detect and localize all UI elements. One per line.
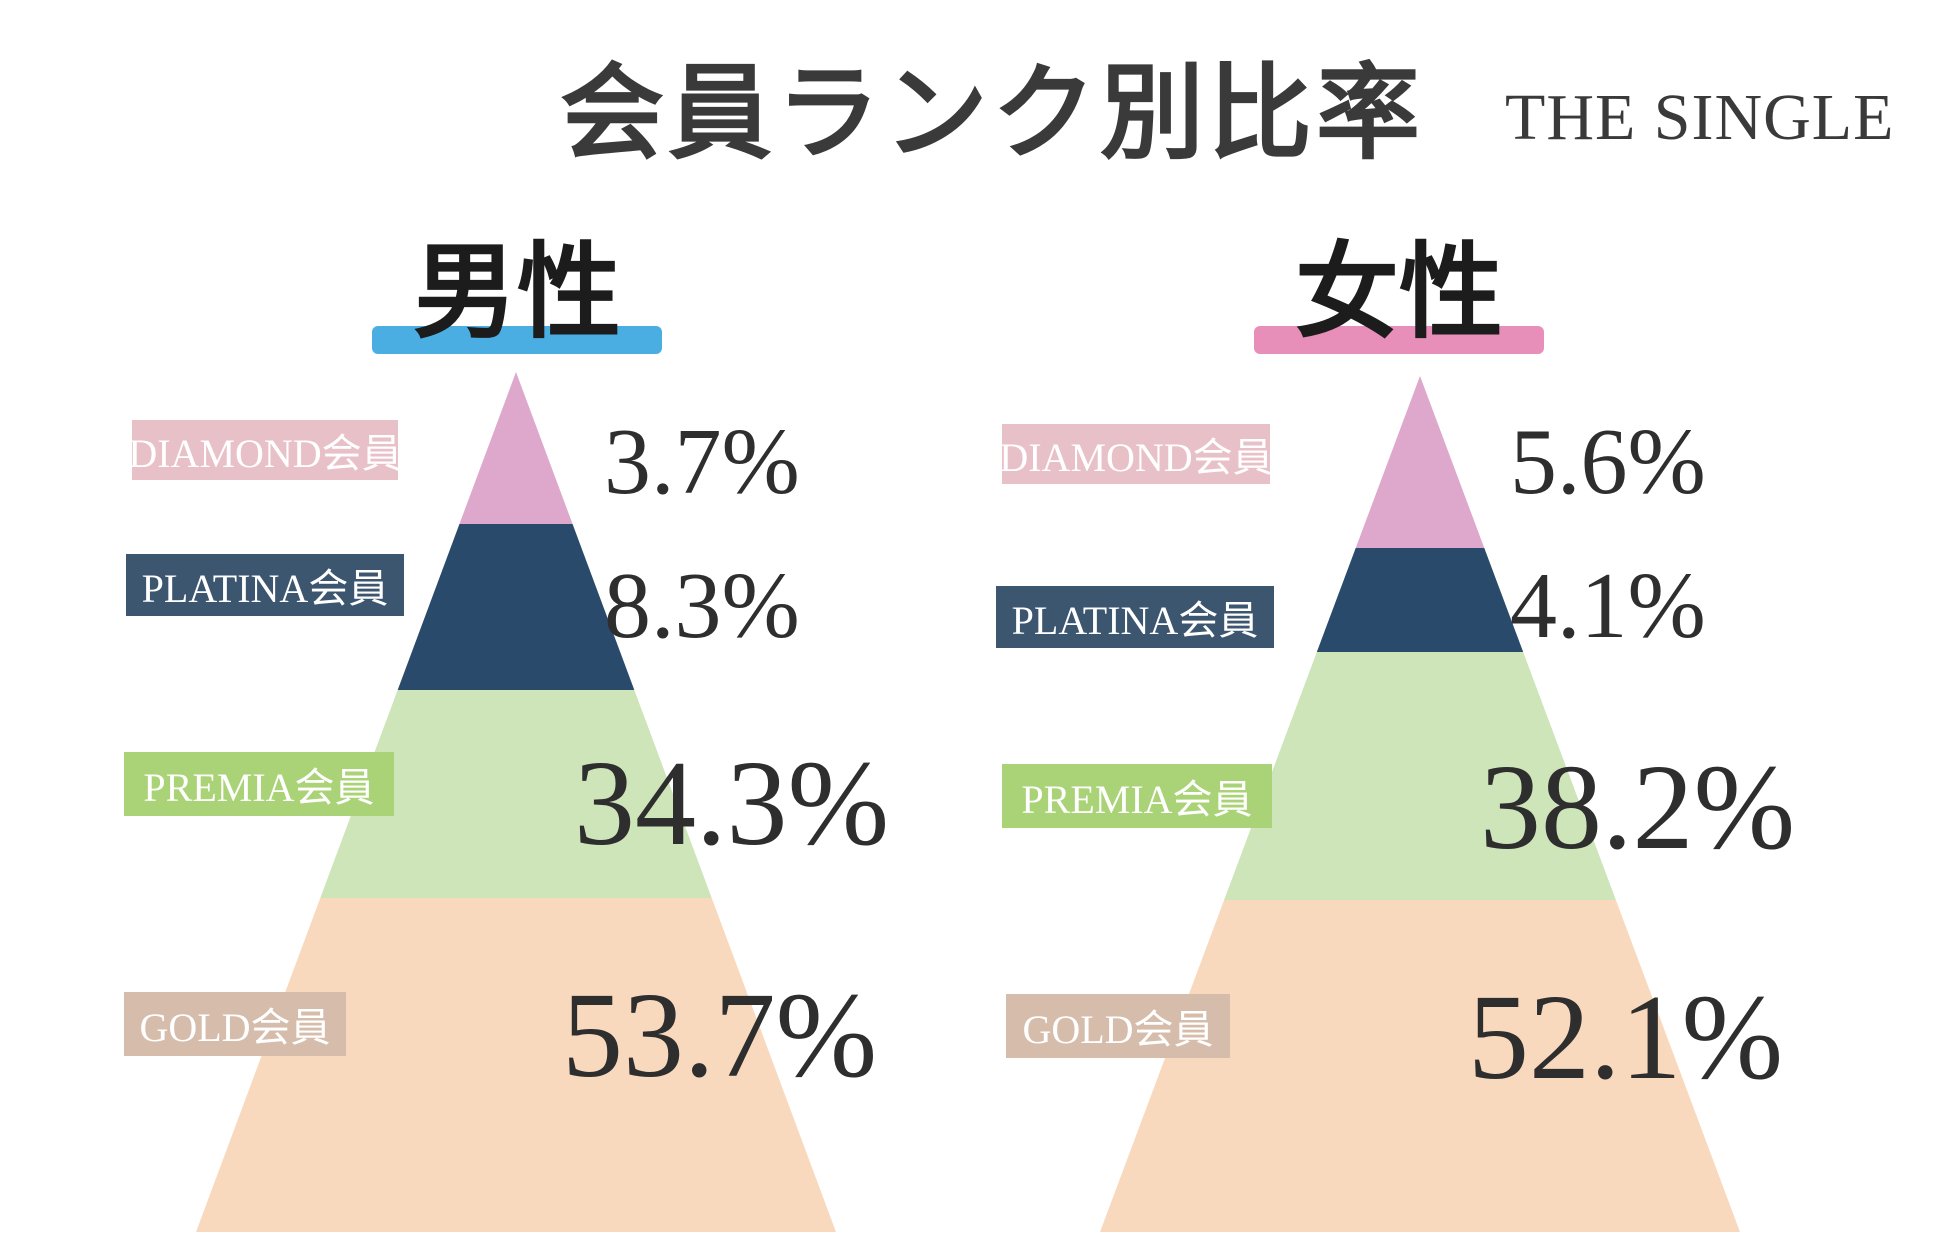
female-pct-platina: 4.1% xyxy=(1510,554,1706,658)
female-segment-platina xyxy=(1316,548,1524,652)
female-accent-bar xyxy=(1254,326,1544,354)
male-segment-premia xyxy=(320,690,712,898)
female-pct-diamond: 5.6% xyxy=(1510,410,1706,514)
female-title: 女性 xyxy=(1294,230,1503,353)
male-pct-platina: 8.3% xyxy=(604,554,800,658)
male-pct-gold: 53.7% xyxy=(562,968,878,1103)
male-label-gold: GOLD会員 xyxy=(124,992,346,1056)
brand-logo: THE SINGLE xyxy=(1505,81,1895,154)
female-label-platina: PLATINA会員 xyxy=(996,586,1274,648)
female-pct-gold: 52.1% xyxy=(1468,970,1784,1105)
male-label-premia: PREMIA会員 xyxy=(124,752,394,816)
male-label-diamond: DIAMOND会員 xyxy=(128,420,402,480)
female-segment-gold xyxy=(1100,900,1740,1232)
male-title: 男性 xyxy=(412,230,621,353)
male-segment-diamond xyxy=(459,372,573,524)
female-label-diamond: DIAMOND会員 xyxy=(999,424,1273,484)
female-segment-diamond xyxy=(1355,376,1485,548)
female-label-premia: PREMIA会員 xyxy=(1002,764,1272,828)
page-title: 会員ランク別比率 xyxy=(560,52,1425,174)
male-segment-platina xyxy=(397,524,635,690)
female-label-gold: GOLD会員 xyxy=(1006,994,1230,1058)
male-pct-premia: 34.3% xyxy=(574,736,890,871)
female-pct-premia: 38.2% xyxy=(1480,740,1796,875)
female-segment-premia xyxy=(1224,652,1616,900)
male-pct-diamond: 3.7% xyxy=(604,410,800,514)
male-label-platina: PLATINA会員 xyxy=(126,554,404,616)
male-segment-gold xyxy=(196,898,836,1232)
male-accent-bar xyxy=(372,326,662,354)
